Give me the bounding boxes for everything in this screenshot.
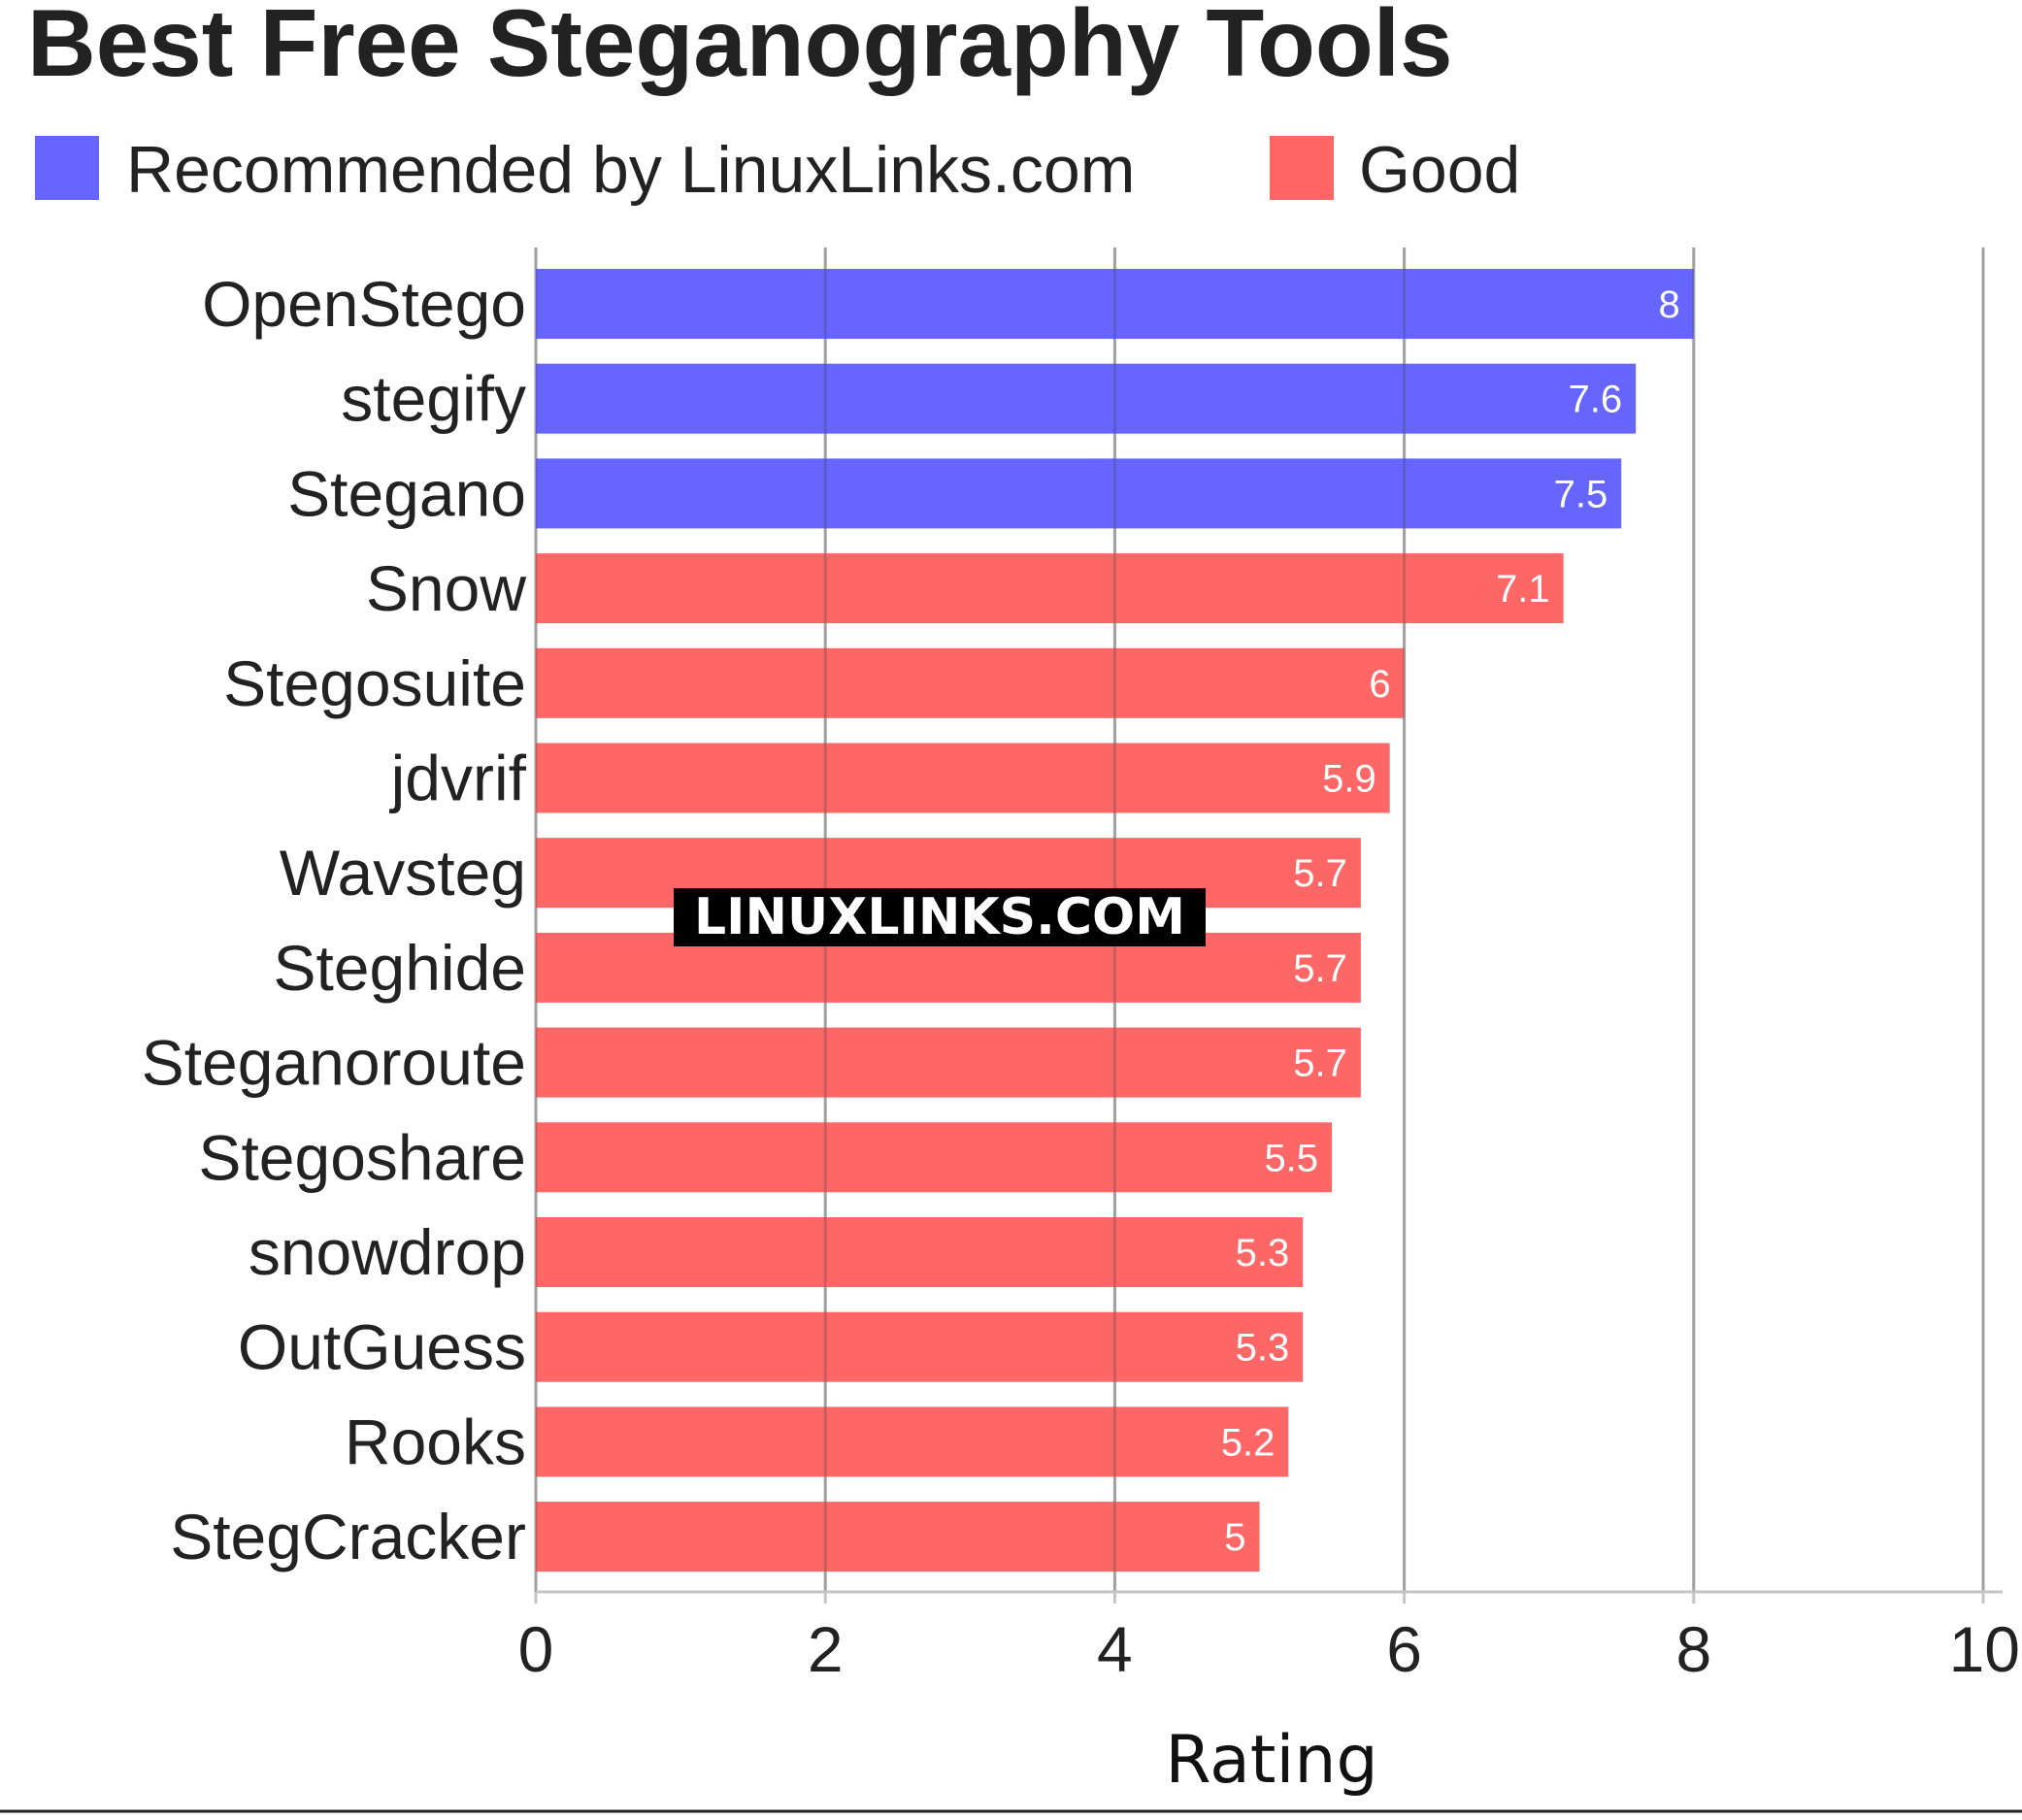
bar-stegosuite <box>536 647 1405 718</box>
category-label: Snow <box>366 552 526 624</box>
category-label: StegCracker <box>170 1501 526 1572</box>
data-label: 5.7 <box>1293 947 1347 990</box>
data-label: 8 <box>1659 283 1680 326</box>
category-label: Stegano <box>287 457 526 529</box>
legend-label-good: Good <box>1359 133 1520 207</box>
x-tick-label: 10 <box>1949 1613 2020 1685</box>
watermark-box <box>674 888 1206 946</box>
category-label: jdvrif <box>389 743 527 814</box>
data-label: 5.2 <box>1221 1421 1276 1464</box>
category-label: Steganoroute <box>142 1027 526 1099</box>
x-tick-label: 6 <box>1386 1613 1422 1685</box>
data-label: 7.5 <box>1554 473 1608 515</box>
x-tick-label: 2 <box>808 1613 844 1685</box>
bar-stegano <box>536 458 1622 529</box>
data-label: 5.3 <box>1236 1232 1290 1274</box>
watermark: LINUXLINKS.COM <box>674 888 1206 946</box>
bar-stegcracker <box>536 1502 1260 1572</box>
watermark-text: LINUXLINKS.COM <box>694 888 1185 946</box>
category-label: OutGuess <box>238 1311 526 1383</box>
data-label: 7.1 <box>1496 568 1550 611</box>
bar-jdvrif <box>536 743 1390 813</box>
data-label: 5.3 <box>1236 1327 1290 1370</box>
bar-openstego <box>536 269 1694 339</box>
x-tick-label: 8 <box>1675 1613 1711 1685</box>
bar-snow <box>536 553 1564 624</box>
data-label: 7.6 <box>1569 379 1623 421</box>
legend-label-recommended: Recommended by LinuxLinks.com <box>126 133 1135 207</box>
category-label: OpenStego <box>202 268 526 340</box>
category-label: Rooks <box>345 1406 526 1477</box>
bar-outguess <box>536 1311 1304 1382</box>
category-label: Stegoshare <box>198 1121 526 1193</box>
data-label: 5.9 <box>1322 758 1376 801</box>
legend: Recommended by LinuxLinks.com Good <box>35 133 1520 207</box>
x-tick-label: 0 <box>518 1613 554 1685</box>
data-label: 5.5 <box>1264 1137 1318 1179</box>
bars: 8 OpenStego 7.6 stegify 7.5 Stegano 7.1 Snow 6 St… <box>142 268 1694 1572</box>
data-label: 6 <box>1369 663 1390 706</box>
bar-steganoroute <box>536 1027 1361 1098</box>
bar-stegify <box>536 363 1637 434</box>
bar-snowdrop <box>536 1217 1304 1287</box>
category-label: snowdrop <box>249 1216 526 1288</box>
category-label: stegify <box>341 363 526 435</box>
category-label: Steghide <box>273 932 526 1004</box>
bar-rooks <box>536 1406 1289 1477</box>
legend-swatch-recommended <box>35 136 99 200</box>
data-label: 5.7 <box>1293 852 1347 895</box>
x-tick-label: 4 <box>1097 1613 1133 1685</box>
bar-stegoshare <box>536 1122 1333 1193</box>
x-axis: 0 2 4 6 8 10 <box>518 1590 2020 1685</box>
category-label: Wavsteg <box>280 837 526 909</box>
chart-title: Best Free Steganography Tools <box>27 0 1452 96</box>
category-label: Stegosuite <box>223 647 526 719</box>
data-label: 5 <box>1224 1516 1245 1559</box>
data-label: 5.7 <box>1293 1042 1347 1085</box>
legend-swatch-good <box>1270 136 1334 200</box>
x-axis-title: Rating <box>1165 1722 1377 1799</box>
